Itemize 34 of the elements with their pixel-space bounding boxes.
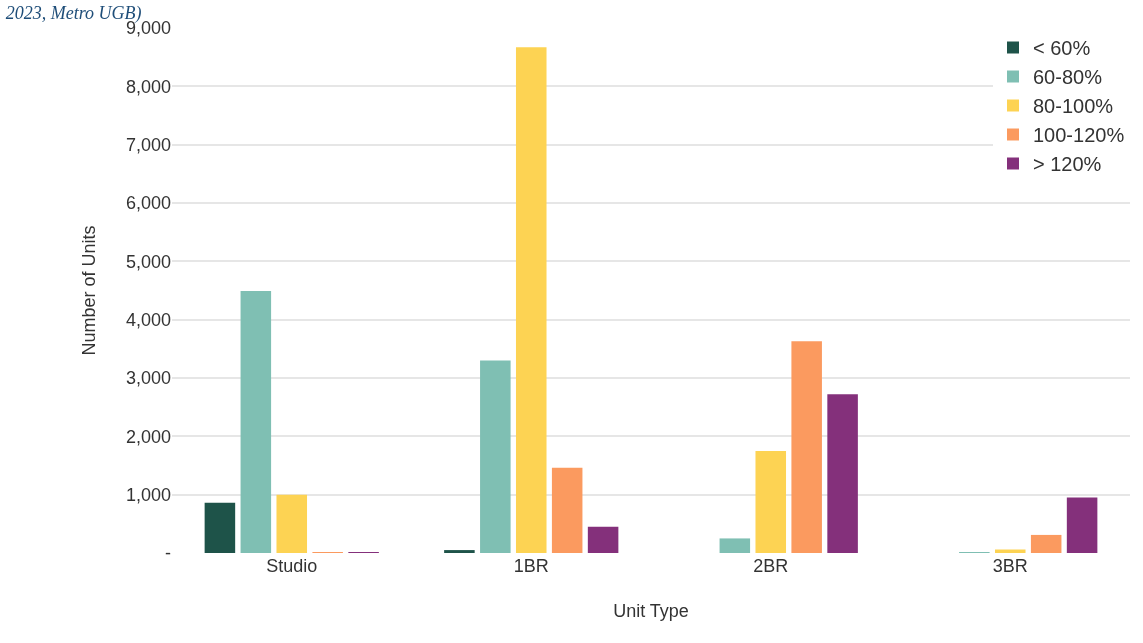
legend-label: 60-80% <box>1033 66 1103 89</box>
bar <box>240 291 272 553</box>
x-tick-label: 2BR <box>753 556 789 576</box>
legend-label: < 60% <box>1033 37 1091 60</box>
bar <box>515 47 547 553</box>
bar <box>755 450 787 553</box>
y-tick-label: 2,000 <box>125 426 171 447</box>
bar <box>204 502 236 553</box>
bar <box>791 341 822 553</box>
x-tick-label: 3BR <box>992 556 1028 576</box>
legend-label: > 120% <box>1033 153 1102 176</box>
y-tick-label: 8,000 <box>125 76 171 97</box>
bar <box>719 538 751 553</box>
y-tick-label: 5,000 <box>125 251 171 272</box>
legend-label: 80-100% <box>1033 95 1114 118</box>
y-axis-title: Number of Units <box>79 225 100 356</box>
bar <box>276 494 308 553</box>
x-tick-label: Studio <box>266 556 318 576</box>
bar <box>480 360 511 553</box>
legend-label: 100-120% <box>1033 124 1125 147</box>
bar <box>587 526 619 553</box>
x-axis-title: Unit Type <box>613 601 689 621</box>
bar <box>1030 534 1062 553</box>
y-tick-label: 7,000 <box>125 134 171 155</box>
bar <box>444 550 475 553</box>
y-tick-label: 4,000 <box>125 309 171 330</box>
y-tick-label: - <box>165 543 171 564</box>
y-tick-label: 3,000 <box>125 368 171 389</box>
y-tick-label: 1,000 <box>125 484 171 505</box>
bar <box>551 467 583 553</box>
bar <box>1066 497 1098 553</box>
bar <box>827 394 858 553</box>
x-tick-label: 1BR <box>513 556 549 576</box>
y-tick-label: 6,000 <box>125 193 171 214</box>
